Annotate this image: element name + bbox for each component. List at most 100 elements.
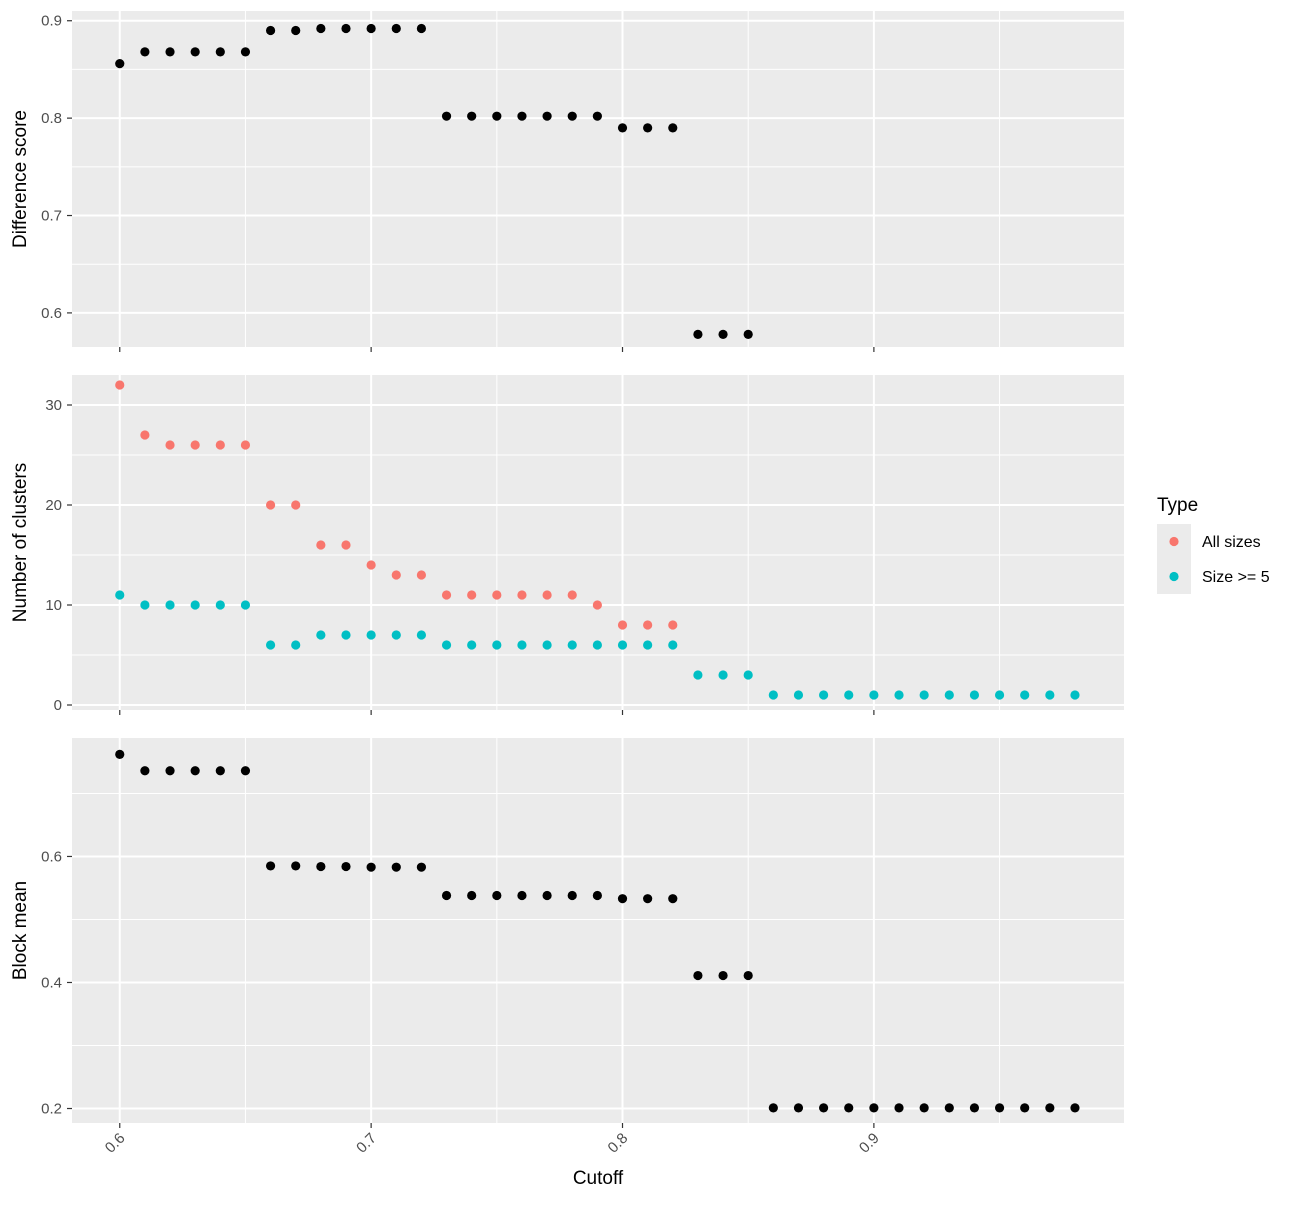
data-point: [467, 890, 477, 901]
data-point: [366, 560, 376, 570]
data-point: [441, 640, 452, 650]
data-point: [467, 111, 477, 121]
data-point: [391, 23, 401, 34]
data-point: [441, 890, 452, 901]
data-point: [291, 500, 301, 510]
data-point: [391, 630, 401, 640]
data-point: [592, 640, 602, 650]
data-point: [517, 640, 527, 650]
data-point: [492, 640, 502, 650]
data-point: [617, 620, 628, 630]
data-point: [140, 600, 150, 610]
panel-background-1: [72, 11, 1124, 347]
data-point: [240, 766, 251, 776]
data-point: [517, 111, 527, 121]
data-point: [265, 25, 276, 36]
data-point: [115, 749, 125, 759]
data-point: [416, 570, 427, 580]
panel-background-2: [72, 375, 1124, 710]
data-point: [291, 861, 301, 871]
data-point: [542, 590, 552, 600]
data-point: [1045, 690, 1055, 700]
y-tick-label: 10: [45, 597, 62, 614]
data-point: [366, 862, 376, 872]
data-point: [190, 600, 200, 610]
data-point: [743, 329, 753, 339]
x-axis-title: Cutoff: [573, 1168, 624, 1189]
data-point: [1020, 1103, 1030, 1113]
data-point: [165, 600, 175, 610]
x-tick-label: 0.8: [605, 1130, 632, 1157]
data-point: [115, 590, 125, 600]
data-point: [617, 123, 628, 133]
y-tick-label: 30: [45, 397, 62, 414]
data-point: [718, 970, 728, 981]
data-point: [316, 23, 326, 34]
y-axis-title: Block mean: [10, 881, 31, 980]
data-point: [391, 570, 401, 580]
data-point: [492, 111, 502, 121]
data-point: [190, 47, 200, 57]
x-tick-label: 0.7: [353, 1130, 380, 1157]
data-point: [115, 58, 125, 69]
data-point: [416, 23, 427, 34]
y-axis-title: Difference score: [10, 110, 31, 248]
y-tick-label: 20: [45, 497, 62, 514]
data-point: [1070, 1103, 1080, 1113]
y-tick-label: 0.4: [41, 974, 62, 991]
data-point: [240, 47, 251, 57]
data-point: [341, 861, 351, 872]
data-point: [894, 1103, 904, 1113]
data-point: [944, 1103, 954, 1113]
data-point: [441, 590, 452, 600]
data-point: [165, 47, 175, 57]
legend-key-point: [1169, 571, 1179, 582]
data-point: [542, 640, 552, 650]
data-point: [592, 890, 602, 901]
data-point: [542, 111, 552, 121]
data-point: [341, 630, 351, 640]
data-point: [643, 894, 653, 904]
data-point: [215, 766, 225, 776]
x-tick-label: 0.6: [102, 1130, 129, 1157]
data-point: [994, 1103, 1005, 1113]
data-point: [165, 440, 175, 450]
data-point: [291, 25, 301, 36]
data-point: [919, 690, 929, 700]
data-point: [743, 970, 753, 981]
x-tick-label: 0.9: [856, 1130, 883, 1157]
data-point: [391, 862, 401, 872]
data-point: [668, 620, 678, 630]
data-point: [441, 111, 452, 121]
data-point: [366, 630, 376, 640]
data-point: [592, 600, 602, 610]
data-point: [265, 500, 276, 510]
data-point: [718, 329, 728, 339]
data-point: [643, 123, 653, 133]
y-tick-label: 0.8: [41, 110, 62, 127]
data-point: [492, 890, 502, 901]
data-point: [1045, 1103, 1055, 1113]
data-point: [316, 861, 326, 872]
y-tick-label: 0.6: [41, 305, 62, 322]
y-tick-label: 0.7: [41, 208, 62, 225]
data-point: [140, 47, 150, 57]
data-point: [492, 590, 502, 600]
data-point: [115, 380, 125, 390]
data-point: [919, 1103, 929, 1113]
data-point: [190, 766, 200, 776]
data-point: [542, 890, 552, 901]
data-point: [944, 690, 954, 700]
data-point: [140, 766, 150, 776]
data-point: [969, 690, 980, 700]
data-point: [617, 640, 628, 650]
data-point: [1020, 690, 1030, 700]
data-point: [467, 590, 477, 600]
y-axis-title: Number of clusters: [10, 463, 31, 622]
data-point: [567, 890, 577, 901]
data-point: [190, 440, 200, 450]
data-point: [819, 690, 829, 700]
data-point: [969, 1103, 980, 1113]
data-point: [693, 329, 703, 339]
data-point: [668, 123, 678, 133]
